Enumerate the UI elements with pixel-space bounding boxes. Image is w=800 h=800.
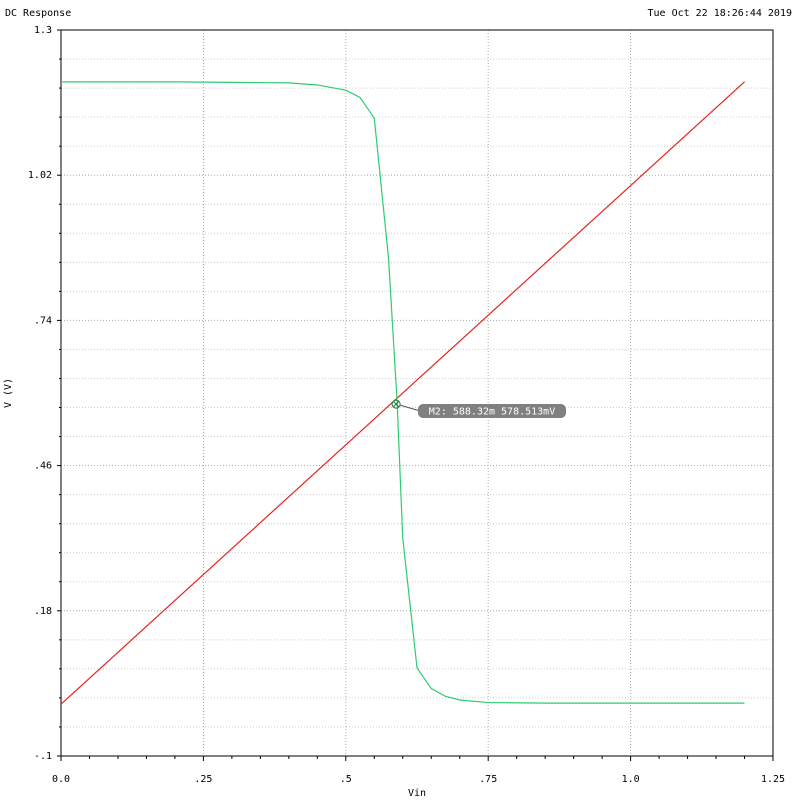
y-tick-label: 1.3 — [34, 25, 52, 36]
x-tick-label: 1.0 — [622, 774, 640, 785]
y-tick-label: .74 — [34, 315, 52, 326]
marker-leader — [399, 404, 421, 412]
y-tick-label: .18 — [34, 606, 52, 617]
marker-box — [418, 404, 566, 418]
timestamp: Tue Oct 22 18:26:44 2019 — [648, 8, 793, 19]
x-tick-label: .75 — [479, 774, 497, 785]
marker-cross — [392, 400, 400, 408]
series-line — [61, 81, 745, 704]
x-tick-label: .25 — [194, 774, 212, 785]
y-axis-label: V (V) — [3, 378, 14, 408]
x-axis-label: Vin — [408, 788, 426, 799]
x-tick-label: .5 — [340, 774, 352, 785]
series-line — [60, 81, 745, 705]
y-tick-label: 1.02 — [28, 170, 52, 181]
y-tick-label: -.1 — [34, 751, 52, 762]
marker-point — [391, 399, 401, 409]
y-tick-label: .46 — [34, 461, 52, 472]
x-tick-label: 1.25 — [761, 774, 785, 785]
chart-title: DC Response — [5, 8, 71, 19]
marker-label: M2: 588.32m 578.513mV — [429, 407, 555, 418]
plot-frame — [60, 29, 774, 757]
x-tick-label: 0.0 — [52, 774, 70, 785]
